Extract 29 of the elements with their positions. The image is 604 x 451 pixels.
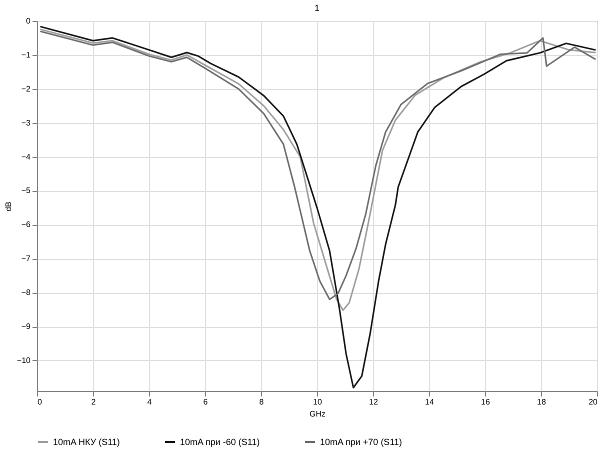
x-tick-label: 18	[537, 398, 546, 406]
legend-label: 10mA при +70 (S11)	[320, 437, 402, 447]
legend-label: 10mA при -60 (S11)	[180, 437, 260, 447]
x-tick-label: 6	[203, 398, 208, 406]
y-tick-label: −4	[21, 152, 32, 162]
y-tick-label: −9	[21, 322, 32, 332]
y-tick-label: −8	[21, 288, 32, 298]
line-series	[40, 26, 596, 388]
chart-title: 1	[314, 3, 320, 13]
y-tick-label: −10	[16, 356, 32, 365]
x-tick-label: 10	[313, 398, 322, 406]
y-tick-label: −1	[21, 50, 32, 60]
y-axis-title: dB	[4, 202, 13, 212]
y-tick-label: −2	[21, 84, 32, 94]
x-axis-title: GHz	[310, 410, 326, 418]
y-tick-label: −5	[21, 186, 32, 196]
y-tick-label: −7	[21, 254, 32, 264]
x-tick-label: 2	[91, 398, 96, 406]
x-tick-label: 0	[38, 398, 42, 406]
x-tick-label: 4	[147, 398, 152, 406]
y-tick-label: 0	[26, 16, 32, 26]
x-tick-label: 12	[369, 398, 378, 406]
y-tick-label: −3	[21, 118, 32, 128]
y-tick-label: −6	[21, 220, 32, 230]
x-tick-label: 14	[425, 398, 434, 406]
x-tick-label: 16	[481, 398, 490, 406]
x-tick-label: 8	[259, 398, 264, 406]
x-tick-label: 20	[588, 398, 598, 406]
legend-label: 10mA НКУ (S11)	[53, 437, 120, 447]
